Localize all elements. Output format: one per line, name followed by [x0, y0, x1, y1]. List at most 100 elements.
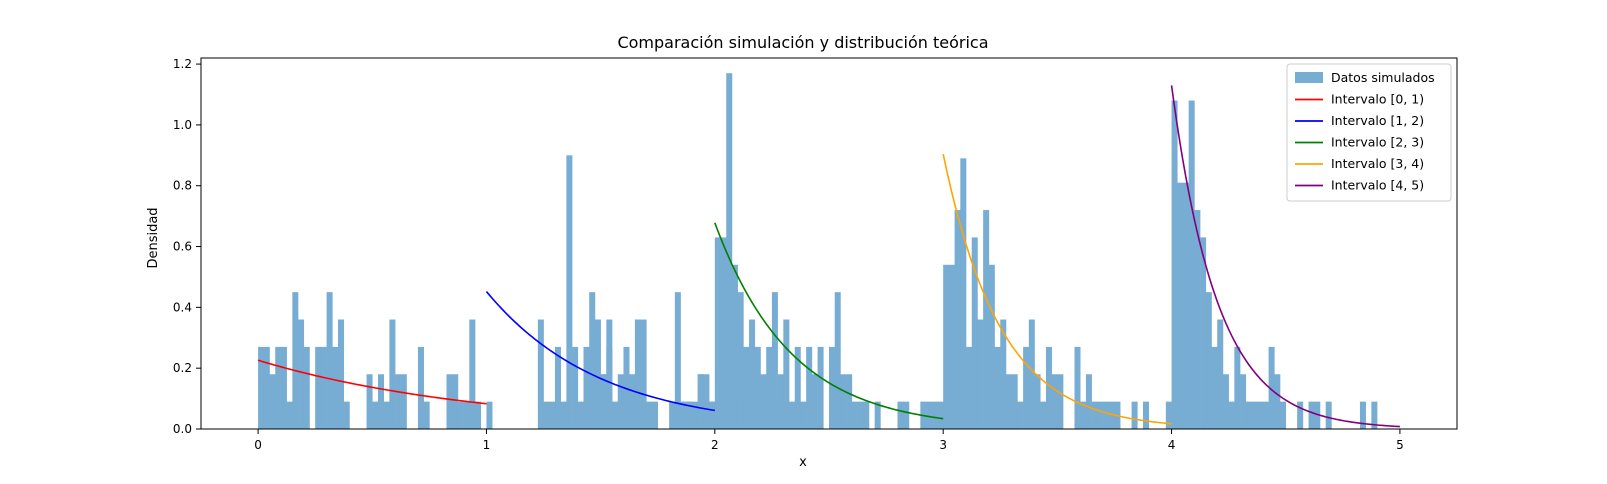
y-tick-label: 0.0 [173, 422, 192, 436]
histogram-bar [1205, 292, 1212, 429]
histogram-bar [931, 401, 938, 429]
histogram-bar [897, 401, 904, 429]
curve-interval-0 [257, 359, 487, 405]
histogram-bar [726, 73, 733, 429]
histogram-bar [1085, 374, 1092, 429]
histogram-bar [960, 158, 967, 429]
histogram-bar [680, 401, 687, 429]
histogram-bar [1188, 100, 1195, 429]
histogram-bar [1040, 401, 1047, 429]
histogram-bar [1234, 346, 1241, 429]
histogram-bar [372, 401, 379, 429]
histogram-bar [1023, 346, 1030, 429]
histogram-bar [332, 346, 339, 429]
histogram-bar [983, 210, 990, 429]
x-tick-label: 4 [1168, 438, 1176, 452]
histogram-bar [1308, 401, 1315, 429]
histogram-bar [280, 346, 287, 429]
histogram-bar [269, 374, 276, 429]
histogram-bar [1165, 401, 1172, 429]
histogram-bar [954, 210, 961, 429]
curve-interval-4 [1170, 85, 1400, 428]
histogram-bar [1108, 401, 1115, 429]
histogram-bar [1034, 374, 1041, 429]
y-axis-label: Densidad [146, 207, 161, 268]
histogram-bar [383, 401, 390, 429]
histogram-bar [971, 237, 978, 429]
legend-label-interval-1: Intervalo [1, 2) [1331, 113, 1424, 128]
histogram-bar [634, 374, 641, 429]
histogram-bar [737, 292, 744, 429]
histogram-bar [258, 346, 265, 429]
histogram-bar [1200, 237, 1207, 429]
histogram-bar [1011, 374, 1018, 429]
histogram-bar [988, 264, 995, 429]
histogram-bar [806, 346, 813, 429]
histogram-bar [566, 155, 573, 429]
histogram-bar [714, 237, 721, 429]
histogram-bar [1257, 401, 1264, 429]
legend-label-interval-2: Intervalo [2, 3) [1331, 135, 1424, 150]
histogram-bar [377, 374, 384, 429]
histogram-bar [846, 374, 853, 429]
histogram-bar [1000, 319, 1007, 429]
x-tick-label: 5 [1396, 438, 1404, 452]
histogram-bar [486, 401, 493, 429]
histogram-bar [554, 346, 561, 429]
y-tick-label: 0.8 [173, 179, 192, 193]
histogram-bar [794, 346, 801, 429]
histogram-bar [851, 401, 858, 429]
histogram-bar [292, 292, 299, 429]
histogram-bar [1325, 401, 1332, 429]
histogram-bar [1217, 319, 1224, 429]
histogram-bar [903, 401, 910, 429]
histogram-bar [560, 401, 567, 429]
histogram-bar [800, 401, 807, 429]
legend-label-interval-4: Intervalo [4, 5) [1331, 178, 1424, 193]
histogram-bar [623, 401, 630, 429]
histogram-bar [446, 374, 453, 429]
histogram-bar [874, 401, 881, 429]
histogram-bar [537, 319, 544, 429]
histogram-bar [1074, 346, 1081, 429]
histogram-bar [669, 401, 676, 429]
histogram-bar [1359, 401, 1366, 429]
histogram-bar [263, 346, 270, 429]
histogram-bar [829, 346, 836, 429]
histogram-bar [977, 319, 984, 429]
histogram-bar [709, 401, 716, 429]
histogram-bar [1262, 401, 1269, 429]
legend-swatch-histogram [1295, 72, 1323, 83]
histogram-bar [994, 346, 1001, 429]
histogram-bar [1194, 210, 1201, 429]
histogram-bar [320, 346, 327, 429]
y-tick-label: 0.6 [173, 240, 192, 254]
histogram-bar [783, 319, 790, 429]
histogram-bar [452, 374, 459, 429]
histogram-bar [475, 401, 482, 429]
histogram-bar [646, 401, 653, 429]
histogram-bar [1314, 401, 1321, 429]
histogram-bar [594, 319, 601, 429]
histogram-bar [612, 401, 619, 429]
histogram-bar [275, 346, 282, 429]
histogram-bar [617, 374, 624, 429]
histogram-bars [258, 73, 1378, 429]
y-tick-label: 0.4 [173, 300, 192, 314]
histogram-bar [1251, 401, 1258, 429]
histogram-bar [743, 346, 750, 429]
histogram-bar [423, 401, 430, 429]
histogram-bar [703, 374, 710, 429]
histogram-bar [926, 401, 933, 429]
histogram-bar [948, 264, 955, 429]
histogram-bar [343, 401, 350, 429]
histogram-bar [606, 346, 613, 429]
histogram-bar [1177, 182, 1184, 429]
histogram-bar [817, 346, 824, 429]
histogram-bar [417, 346, 424, 429]
histogram-bar [966, 346, 973, 429]
histogram-bar [1268, 346, 1275, 429]
legend-label-interval-0: Intervalo [0, 1) [1331, 92, 1424, 107]
